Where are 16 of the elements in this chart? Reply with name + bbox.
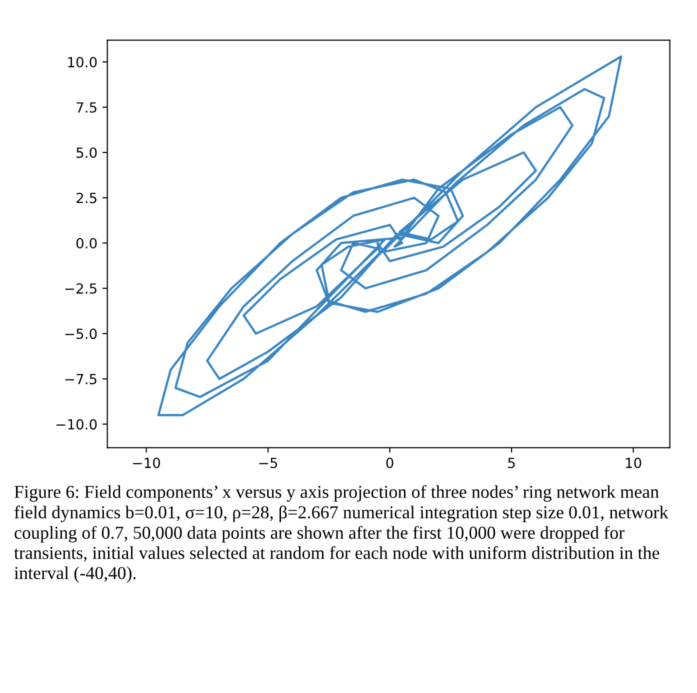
x-tick-label: −5 — [259, 458, 278, 468]
y-tick-label: −5.0 — [65, 328, 97, 340]
y-tick-label: 5.0 — [76, 147, 97, 158]
line-series — [157, 55, 622, 416]
y-tick-label: 7.5 — [76, 102, 96, 113]
x-tick-label: 5 — [508, 458, 515, 468]
y-tick-label: −7.5 — [65, 374, 96, 384]
x-tick-label: 0 — [386, 458, 394, 468]
y-tick-label: 10.0 — [68, 56, 97, 68]
x-tick-label: 10 — [626, 458, 642, 468]
y-tick-label: −10.0 — [56, 419, 97, 430]
y-tick-label: 2.5 — [76, 192, 96, 204]
y-tick-label: −2.5 — [65, 283, 96, 294]
y-tick-label: 0.0 — [76, 238, 97, 249]
x-tick-label: −10 — [133, 458, 160, 468]
caption: Figure 6: Field components’ x versus y axis projection of three nodes’ ring network mean field dynamics b=0.01, σ=10, ρ=28, β=2.667 numerical integration step size 0.01, network coupling of 0.7, 50,000 data points are shown after the first 10,000 were dropped for transients, initial values selected at random for each node with uniform distribution in the interval (-40,40). — [14, 485, 668, 583]
